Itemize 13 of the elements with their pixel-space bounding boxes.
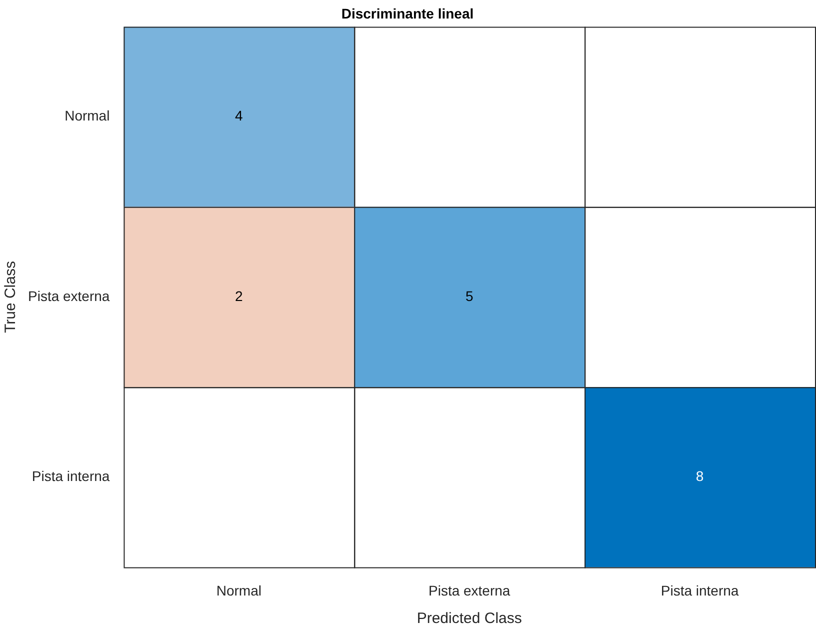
x-tick-label: Pista externa (428, 582, 510, 598)
y-axis-title: True Class (2, 261, 20, 333)
chart-title: Discriminante lineal (341, 5, 474, 22)
data-label: 8 (696, 468, 704, 484)
data-label: 5 (465, 288, 474, 304)
x-tick-label: Pista interna (660, 582, 739, 598)
y-tick-label: Pista externa (28, 288, 110, 304)
y-tick-label: Normal (64, 108, 110, 124)
x-axis-title: Predicted Class (416, 610, 522, 628)
y-tick-label: Pista interna (32, 468, 110, 484)
data-label: 2 (235, 288, 244, 304)
data-label: 4 (235, 108, 244, 124)
x-tick-label: Normal (216, 582, 262, 598)
